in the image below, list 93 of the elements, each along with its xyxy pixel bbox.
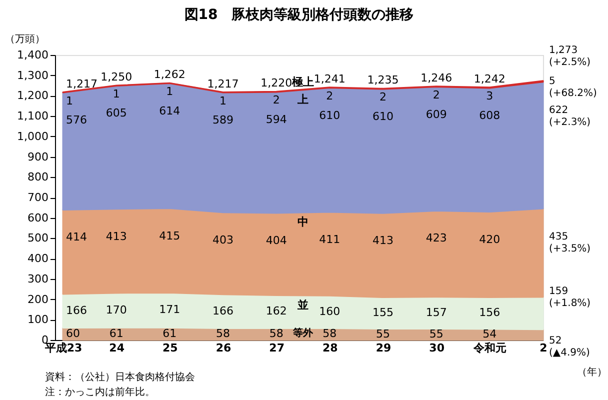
data-label: 605 [106,106,127,120]
total-label: 1,262 [154,68,186,82]
series-label: 並 [296,298,308,312]
data-label: 61 [109,326,124,340]
series-label: 中 [298,215,308,228]
y-tick-label: 1,300 [17,68,48,82]
data-label: 58 [269,327,284,340]
data-label: 404 [266,234,287,247]
chart-title: 図18 豚枝肉等級別格付頭数の推移 [184,7,414,23]
y-tick-label: 500 [28,232,48,245]
x-tick-label: 28 [322,342,338,354]
x-tick-label: 27 [269,342,284,354]
data-label: 171 [159,303,180,316]
data-label: 414 [66,230,87,244]
data-label: 55 [429,327,444,340]
data-label: 610 [319,108,340,122]
data-label: 1 [166,85,174,98]
data-label: 58 [216,327,230,340]
x-tick-label: 30 [429,342,445,354]
data-label: 2 [380,90,386,104]
data-label: 162 [266,304,287,318]
total-label: 1,242 [474,72,506,86]
data-label: 52 (▲4.9%) [549,336,590,359]
data-label: 5 (+68.2%) [549,76,598,99]
data-label: 160 [319,304,340,318]
x-axis-title: （年） [577,366,607,378]
data-label: 608 [479,108,500,122]
data-label: 411 [319,232,340,246]
y-tick-label: 100 [28,313,48,326]
data-label: 622 (+2.3%) [549,104,591,128]
series-label: 上 [296,92,308,106]
data-label: 159 (+1.8%) [549,286,591,310]
total-label: 1,273 (+2.5%) [549,44,591,68]
data-label: 1 [112,88,120,101]
data-label: 166 [66,304,87,317]
y-tick-label: 1,100 [17,110,48,123]
text: 注：かっこ内は前年比。 [45,386,155,398]
data-label: 403 [212,233,234,246]
x-tick-label: 25 [162,342,178,354]
data-label: 594 [266,113,287,126]
data-label: 576 [66,113,87,126]
data-label: 58 [322,327,337,340]
data-label: 157 [426,306,447,319]
total-label: 1,250 [100,70,132,84]
total-label: 1,220 [260,76,292,90]
total-label: 1,241 [314,72,346,86]
data-label: 170 [106,303,127,316]
data-label: 54 [482,328,497,341]
series-label: 等外 [292,327,314,340]
x-tick-label: 26 [216,342,232,354]
x-tick-label: 令和元 [472,342,507,354]
data-label: 1 [220,94,226,108]
x-tick-label: 24 [109,342,125,354]
data-label: 589 [212,113,234,126]
y-tick-label: 1,000 [17,130,48,143]
total-label: 1,246 [420,71,452,84]
y-axis-title: （万頭） [5,34,45,45]
x-tick-label: 2 [540,342,548,354]
y-tick-label: 800 [28,170,48,184]
data-label: 166 [212,304,234,318]
data-label: 3 [486,89,494,102]
total-label: 1,235 [367,74,399,87]
data-label: 2 [326,89,334,102]
data-label: 2 [272,94,280,107]
data-label: 423 [426,232,447,245]
data-label: 413 [106,230,127,243]
y-tick-label: 300 [28,272,48,286]
y-tick-label: 400 [28,252,48,266]
total-label: 1,217 [207,77,239,90]
data-label: 610 [372,110,394,123]
total-label: 1,217 [66,77,98,90]
data-label: 609 [426,108,447,121]
y-tick-label: 600 [28,211,48,224]
series-label: 極上 [291,76,314,89]
data-label: 156 [479,306,500,320]
y-tick-label: 200 [28,292,48,306]
data-label: 155 [372,306,394,320]
data-label: 614 [159,104,180,118]
data-label: 413 [372,234,394,248]
y-tick-label: 700 [28,191,48,204]
data-label: 435 (+3.5%) [549,231,591,254]
data-label: 61 [162,326,177,340]
y-tick-label: 1,400 [17,48,48,62]
data-label: 1 [66,94,73,108]
text: 資料：（公社）日本食肉格付協会 [45,371,195,383]
x-tick-label: 29 [376,342,392,354]
data-label: 2 [432,88,440,102]
data-label: 55 [376,327,390,340]
y-tick-label: 900 [28,150,48,164]
data-label: 60 [66,326,80,340]
y-tick-label: 1,200 [17,89,48,102]
data-label: 415 [159,229,180,242]
data-label: 420 [479,232,500,246]
